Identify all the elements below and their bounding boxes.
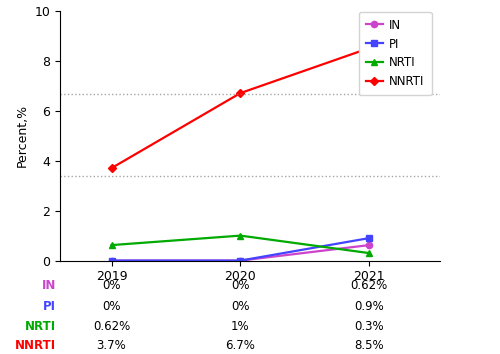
Text: 0.62%: 0.62% — [350, 280, 388, 292]
NRTI — [366, 251, 372, 255]
Text: 8.5%: 8.5% — [354, 339, 384, 352]
PI — [366, 236, 372, 240]
IN — [108, 258, 114, 263]
NRTI — [238, 234, 244, 238]
Text: 0.9%: 0.9% — [354, 300, 384, 313]
PI — [238, 258, 244, 263]
NNRTI — [238, 91, 244, 95]
Line: PI: PI — [108, 235, 372, 264]
Legend: IN, PI, NRTI, NNRTI: IN, PI, NRTI, NNRTI — [358, 12, 432, 95]
Text: NRTI: NRTI — [25, 320, 56, 333]
Text: 0.3%: 0.3% — [354, 320, 384, 333]
Text: PI: PI — [43, 300, 56, 313]
Text: 0%: 0% — [102, 280, 121, 292]
Text: 0%: 0% — [231, 280, 250, 292]
Text: 0%: 0% — [102, 300, 121, 313]
PI — [108, 258, 114, 263]
Line: IN: IN — [108, 242, 372, 264]
IN — [238, 258, 244, 263]
NNRTI — [108, 166, 114, 170]
NNRTI — [366, 46, 372, 50]
Line: NNRTI: NNRTI — [108, 45, 372, 171]
Text: 6.7%: 6.7% — [226, 339, 256, 352]
Line: NRTI: NRTI — [108, 233, 372, 256]
Text: 3.7%: 3.7% — [96, 339, 126, 352]
Text: 0.62%: 0.62% — [93, 320, 130, 333]
Text: NNRTI: NNRTI — [15, 339, 56, 352]
IN — [366, 243, 372, 247]
Text: IN: IN — [42, 280, 56, 292]
Text: 0%: 0% — [231, 300, 250, 313]
Y-axis label: Percent,%: Percent,% — [16, 104, 29, 167]
NRTI — [108, 243, 114, 247]
Text: 1%: 1% — [231, 320, 250, 333]
